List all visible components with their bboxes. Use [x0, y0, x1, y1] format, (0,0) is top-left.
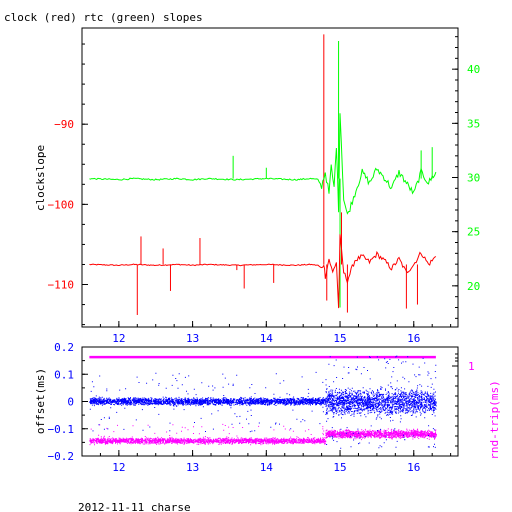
bottom-y-tick-label: −0.1	[48, 423, 75, 436]
bottom-x-tick-label: 14	[260, 461, 274, 474]
top-panel: 12 13 14 15 16 −110 −100 −90 20 25 30 35 40 clocks…	[34, 27, 480, 345]
top-x-ticks: 12 13 14 15 16	[81, 321, 452, 345]
top-x-tick-label: 15	[333, 332, 346, 345]
series-line-rtc	[89, 113, 437, 215]
bottom-y2-ticks: 1	[452, 353, 475, 447]
top-y2-tick-label: 20	[467, 280, 480, 293]
bottom-y-tick-label: 0	[67, 396, 74, 409]
offset-points-early	[89, 396, 327, 407]
rnd-trip-points-late	[325, 428, 437, 441]
series-line-clock	[89, 234, 437, 309]
top-x-tick-label: 16	[407, 332, 420, 345]
top-y2-ticks: 20 25 30 35 40	[452, 36, 480, 319]
top-y2-tick-label: 30	[467, 172, 480, 185]
top-x-tick-label: 13	[186, 332, 199, 345]
top-x-tick-label: 14	[260, 332, 274, 345]
bottom-x-tick-label: 16	[407, 461, 420, 474]
bottom-x-tick-label: 12	[112, 461, 125, 474]
top-y-tick-label: −90	[54, 118, 74, 131]
top-plot-frame	[81, 27, 459, 328]
bottom-y-tick-label: 0.2	[54, 341, 74, 354]
bottom-y2-axis-label: rnd-trip(ms)	[488, 380, 501, 459]
top-y2-tick-label: 40	[467, 63, 480, 76]
bottom-x-ticks: 12 13 14 15 16	[81, 450, 452, 474]
bottom-y-ticks: −0.2 −0.1 0 0.1 0.2	[48, 341, 88, 463]
top-y2-tick-label: 35	[467, 117, 480, 130]
top-y-tick-label: −100	[48, 198, 75, 211]
top-y-axis-label: clockslope	[34, 145, 47, 211]
bottom-x-tick-label: 15	[333, 461, 346, 474]
top-spikes	[136, 34, 433, 315]
bottom-y-tick-label: 0.1	[54, 368, 74, 381]
bottom-y-tick-label: −0.2	[48, 450, 75, 463]
chart-title: clock (red) rtc (green) slopes	[4, 11, 203, 24]
bottom-panel: 12 13 14 15 16 −0.2−0.100.10.2 1 offset(ms) …	[34, 341, 501, 474]
bottom-y2-tick-label: 1	[468, 360, 475, 373]
top-y-ticks: −110 −100 −90	[48, 43, 88, 326]
bottom-x-tick-label: 13	[186, 461, 199, 474]
top-x-tick-label: 12	[112, 332, 125, 345]
bottom-y-axis-label: offset(ms)	[34, 368, 47, 434]
rnd-trip-points-early	[89, 436, 327, 446]
offset-outliers-late	[325, 355, 437, 449]
bottom-points	[89, 355, 437, 449]
top-y2-tick-label: 25	[467, 226, 480, 239]
top-y-tick-label: −110	[48, 279, 75, 292]
footer-label: 2012-11-11 charse	[78, 501, 191, 512]
top-series	[89, 113, 437, 309]
offset-points-late	[325, 384, 437, 420]
